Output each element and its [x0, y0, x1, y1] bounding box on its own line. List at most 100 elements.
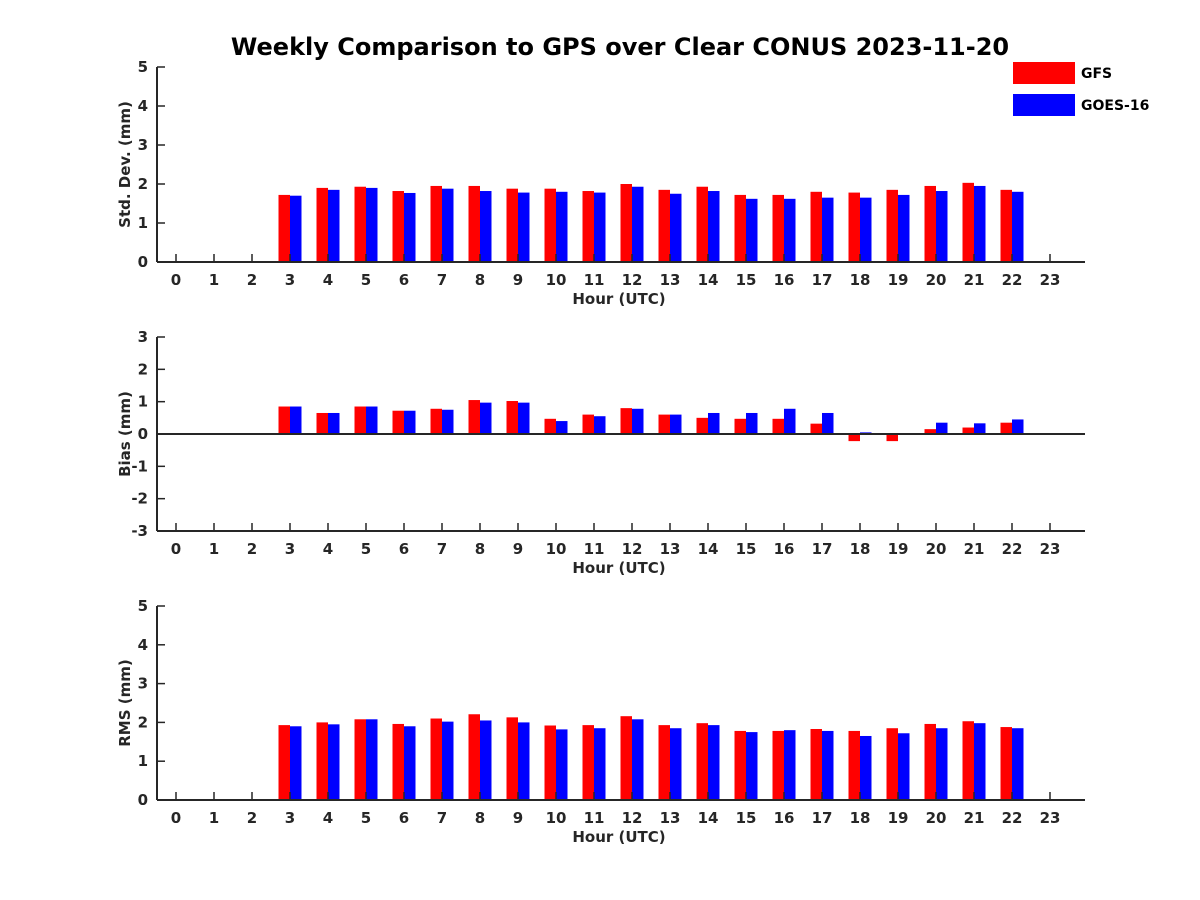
bar-stddev-gfs-3 — [278, 194, 290, 262]
bar-rms-goes-16-10 — [556, 729, 568, 800]
bar-stddev-goes-16-14 — [708, 191, 720, 262]
bar-bias-goes-16-5 — [366, 406, 378, 434]
bar-bias-goes-16-12 — [632, 408, 644, 434]
x-tick-label-rms-7: 7 — [437, 809, 447, 827]
y-tick-label-bias-0: 0 — [138, 425, 148, 443]
x-tick-label-stddev-17: 17 — [812, 271, 833, 289]
x-tick-label-stddev-19: 19 — [888, 271, 909, 289]
bar-bias-goes-16-10 — [556, 421, 568, 434]
y-tick-label-stddev-0: 0 — [138, 253, 148, 271]
bar-rms-gfs-13 — [658, 725, 670, 800]
bar-bias-gfs-4 — [316, 412, 328, 434]
y-tick-label-stddev-4: 4 — [138, 97, 148, 115]
bar-stddev-goes-16-18 — [860, 197, 872, 262]
x-tick-label-bias-0: 0 — [171, 540, 181, 558]
x-tick-label-rms-15: 15 — [736, 809, 757, 827]
x-tick-label-stddev-4: 4 — [323, 271, 333, 289]
bar-rms-gfs-19 — [886, 728, 898, 800]
x-tick-label-bias-16: 16 — [774, 540, 795, 558]
bar-stddev-goes-16-6 — [404, 192, 416, 262]
bar-stddev-goes-16-20 — [936, 191, 948, 262]
x-tick-label-rms-6: 6 — [399, 809, 409, 827]
x-tick-label-stddev-23: 23 — [1040, 271, 1061, 289]
bar-bias-goes-16-9 — [518, 402, 530, 434]
bar-bias-gfs-10 — [544, 418, 556, 434]
bar-bias-goes-16-20 — [936, 422, 948, 434]
bar-stddev-goes-16-10 — [556, 191, 568, 262]
bar-bias-goes-16-7 — [442, 409, 454, 434]
x-axis-label-stddev: Hour (UTC) — [572, 290, 665, 308]
bar-stddev-gfs-13 — [658, 189, 670, 262]
bar-rms-goes-16-3 — [290, 726, 302, 800]
x-tick-label-rms-3: 3 — [285, 809, 295, 827]
bar-bias-gfs-14 — [696, 417, 708, 434]
bar-stddev-goes-16-17 — [822, 197, 834, 262]
x-tick-label-stddev-16: 16 — [774, 271, 795, 289]
x-tick-label-stddev-12: 12 — [622, 271, 643, 289]
bar-bias-gfs-12 — [620, 408, 632, 434]
y-tick-label-bias--3: -3 — [131, 522, 148, 540]
x-tick-label-rms-22: 22 — [1002, 809, 1023, 827]
bar-stddev-goes-16-21 — [974, 185, 986, 262]
x-tick-label-bias-5: 5 — [361, 540, 371, 558]
x-tick-label-stddev-3: 3 — [285, 271, 295, 289]
x-tick-label-bias-9: 9 — [513, 540, 523, 558]
x-tick-label-stddev-21: 21 — [964, 271, 985, 289]
x-tick-label-bias-2: 2 — [247, 540, 257, 558]
bar-rms-gfs-18 — [848, 730, 860, 800]
bar-rms-goes-16-14 — [708, 725, 720, 800]
x-tick-label-bias-8: 8 — [475, 540, 485, 558]
bar-stddev-goes-16-12 — [632, 186, 644, 262]
bar-rms-gfs-11 — [582, 725, 594, 800]
legend: GFS GOES-16 — [1013, 62, 1149, 116]
x-tick-label-rms-21: 21 — [964, 809, 985, 827]
bar-stddev-goes-16-13 — [670, 193, 682, 262]
x-tick-label-bias-1: 1 — [209, 540, 219, 558]
x-tick-label-bias-10: 10 — [546, 540, 567, 558]
bar-stddev-gfs-7 — [430, 185, 442, 262]
bar-stddev-goes-16-7 — [442, 188, 454, 262]
y-tick-label-rms-4: 4 — [138, 636, 148, 654]
bar-rms-gfs-17 — [810, 728, 822, 800]
legend-swatch-gfs — [1013, 62, 1075, 84]
bar-stddev-gfs-6 — [392, 191, 404, 262]
bar-rms-gfs-15 — [734, 730, 746, 800]
x-tick-label-stddev-10: 10 — [546, 271, 567, 289]
legend-swatch-goes-16 — [1013, 94, 1075, 116]
bar-stddev-goes-16-19 — [898, 194, 910, 262]
bar-stddev-gfs-17 — [810, 191, 822, 262]
bar-bias-gfs-15 — [734, 418, 746, 434]
bar-bias-gfs-9 — [506, 401, 518, 434]
bar-stddev-gfs-22 — [1000, 189, 1012, 262]
x-tick-label-rms-19: 19 — [888, 809, 909, 827]
bar-rms-goes-16-5 — [366, 719, 378, 800]
x-tick-label-bias-21: 21 — [964, 540, 985, 558]
bar-rms-goes-16-9 — [518, 722, 530, 800]
bar-rms-gfs-14 — [696, 723, 708, 800]
x-tick-label-rms-8: 8 — [475, 809, 485, 827]
y-axis-label-rms: RMS (mm) — [116, 659, 134, 746]
bar-stddev-gfs-11 — [582, 191, 594, 262]
bar-rms-gfs-9 — [506, 717, 518, 800]
bar-stddev-goes-16-15 — [746, 198, 758, 262]
bar-stddev-gfs-21 — [962, 182, 974, 262]
y-tick-label-bias-2: 2 — [138, 360, 148, 378]
bar-rms-goes-16-8 — [480, 720, 492, 800]
bar-rms-gfs-20 — [924, 723, 936, 800]
bar-bias-goes-16-15 — [746, 412, 758, 434]
bar-stddev-gfs-15 — [734, 194, 746, 262]
x-tick-label-bias-3: 3 — [285, 540, 295, 558]
bar-stddev-goes-16-4 — [328, 189, 340, 262]
x-tick-label-stddev-0: 0 — [171, 271, 181, 289]
bar-stddev-gfs-18 — [848, 192, 860, 262]
y-tick-label-rms-2: 2 — [138, 713, 148, 731]
x-tick-label-rms-5: 5 — [361, 809, 371, 827]
bar-bias-gfs-17 — [810, 423, 822, 434]
x-tick-label-bias-11: 11 — [584, 540, 605, 558]
y-tick-label-rms-3: 3 — [138, 675, 148, 693]
y-tick-label-bias-3: 3 — [138, 328, 148, 346]
bar-rms-gfs-22 — [1000, 727, 1012, 800]
x-tick-label-rms-11: 11 — [584, 809, 605, 827]
